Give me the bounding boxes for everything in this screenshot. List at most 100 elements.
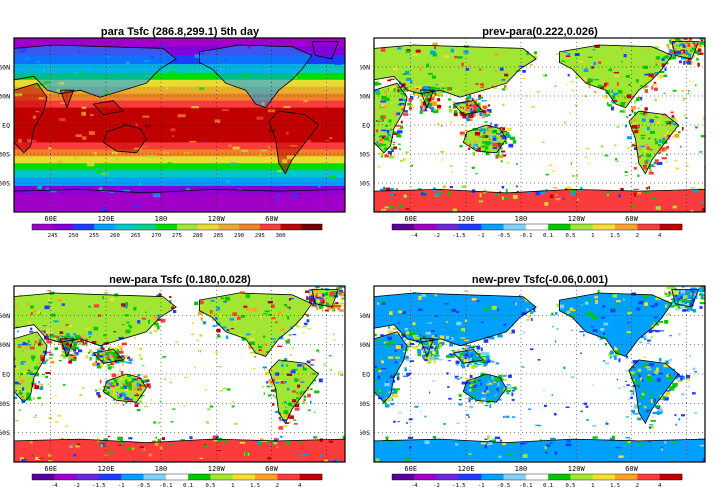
colorbar-swatch	[121, 474, 144, 480]
colorbar-swatch	[114, 224, 136, 230]
lon-tick-label: 60W	[265, 215, 278, 223]
colorbar-swatch	[156, 224, 178, 230]
colorbar-swatch	[232, 474, 256, 480]
lat-tick-label: 30N	[360, 341, 370, 349]
lon-tick-label: 60E	[44, 465, 57, 473]
panel-title: para Tsfc (286.8,299.1) 5th day	[100, 26, 260, 38]
colorbar-label: 0.1	[543, 483, 553, 489]
colorbar-label: 275	[172, 233, 182, 239]
colorbar-swatch	[392, 474, 415, 480]
colorbar-swatch	[637, 474, 660, 480]
colorbar-swatch	[414, 474, 437, 480]
colorbar-label: 300	[276, 233, 286, 239]
colorbar-label: -1	[478, 483, 485, 489]
colorbar-swatch	[54, 474, 77, 480]
colorbar-swatch	[255, 474, 278, 480]
colorbar-swatch	[436, 224, 460, 230]
colorbar-swatch	[218, 224, 240, 230]
colorbar-label: 250	[68, 233, 78, 239]
colorbar-swatch	[481, 474, 504, 480]
colorbar-swatch	[548, 224, 571, 230]
colorbar-swatch	[503, 224, 527, 230]
colorbar-swatch	[259, 224, 281, 230]
colorbar-swatch	[615, 474, 638, 480]
colorbar-label: -1.5	[452, 483, 465, 489]
lat-tick-label: 30S	[0, 400, 10, 408]
map-area	[374, 38, 705, 212]
map-panel-1: 60N 30N EQ 30S 60S 60E 120E 180 120W 60W 245 250 255…	[0, 37, 346, 239]
colorbar-label: -0.1	[519, 483, 532, 489]
colorbar-swatch	[659, 474, 683, 480]
colorbar-swatch	[210, 474, 234, 480]
lon-tick-label: 120E	[458, 215, 475, 223]
colorbar-label: 0.5	[565, 483, 575, 489]
lat-tick-label: 30S	[0, 151, 10, 159]
panel-title: new-para Tsfc (0.180,0.028)	[109, 274, 251, 286]
colorbar-swatch	[177, 224, 199, 230]
colorbar-label: 1	[591, 483, 594, 489]
panel-new-para: new-para Tsfc (0.180,0.028) 60N 30N EQ 30S 6…	[0, 250, 360, 500]
colorbar-swatch	[659, 224, 683, 230]
colorbar-label: 1.5	[610, 233, 620, 239]
lat-tick-label: 60N	[0, 312, 10, 320]
colorbar-label: 245	[48, 233, 58, 239]
colorbar-label: 1.5	[610, 483, 620, 489]
colorbar: -4 -2 -1.5 -1 -0.5 -0.1 0.1 0.5 1 1.5 2 4	[31, 473, 323, 489]
colorbar-swatch	[188, 474, 211, 480]
map-frame	[13, 37, 346, 213]
colorbar-swatch	[73, 224, 95, 230]
colorbar-label: -1.5	[92, 483, 105, 489]
colorbar-swatch	[503, 474, 527, 480]
colorbar-swatch	[143, 474, 167, 480]
grid	[14, 286, 345, 462]
colorbar-swatch	[436, 474, 460, 480]
colorbar-swatch	[301, 224, 323, 230]
panel-new-prev: new-prev Tsfc(-0.06,0.001) 60N 30N EQ 30S 60…	[360, 250, 720, 500]
colorbar-swatch	[615, 224, 638, 230]
colorbar-swatch	[481, 224, 504, 230]
colorbar-swatch	[277, 474, 300, 480]
colorbar-label: -2	[433, 233, 440, 239]
colorbar-swatch	[280, 224, 302, 230]
lon-tick-label: 120E	[98, 465, 115, 473]
map-frame	[373, 285, 706, 463]
colorbar-swatch	[392, 224, 415, 230]
colorbar-swatch	[76, 474, 100, 480]
colorbar-label: -1.5	[452, 233, 465, 239]
colorbar-label: 0.1	[543, 233, 553, 239]
lon-tick-label: 120E	[98, 215, 115, 223]
colorbar-label: 285	[213, 233, 223, 239]
lat-tick-label: EQ	[362, 122, 370, 130]
panel-prev-para: prev-para(0.222,0.026) 60N 30N EQ 30S 60S 60E…	[360, 0, 720, 245]
lon-tick-label: 60W	[625, 465, 638, 473]
panel-title: prev-para(0.222,0.026)	[482, 26, 598, 38]
colorbar-label: -4	[411, 483, 418, 489]
colorbar-swatch	[592, 474, 616, 480]
grid	[374, 286, 705, 462]
colorbar-swatch	[458, 474, 482, 480]
colorbar-swatch	[548, 474, 571, 480]
lon-tick-label: 60E	[404, 215, 417, 223]
colorbar-swatch	[637, 224, 660, 230]
lon-tick-label: 120E	[458, 465, 475, 473]
colorbar-label: 1	[591, 233, 594, 239]
lat-tick-label: 30N	[0, 92, 10, 100]
lat-tick-label: 30S	[360, 400, 370, 408]
lat-tick-label: 60S	[360, 429, 370, 437]
colorbar-label: 1	[231, 483, 234, 489]
colorbar-label: 2	[636, 233, 639, 239]
lon-tick-label: 60W	[625, 215, 638, 223]
colorbar: -4 -2 -1.5 -1 -0.5 -0.1 0.1 0.5 1 1.5 2 4	[391, 473, 683, 489]
lat-tick-label: 60S	[360, 179, 370, 187]
map-area	[14, 38, 345, 213]
colorbar-label: -2	[433, 483, 440, 489]
colorbar-label: 0.5	[205, 483, 215, 489]
lon-tick-label: 180	[155, 465, 168, 473]
lon-tick-label: 60E	[404, 465, 417, 473]
colorbar-swatch	[32, 224, 54, 230]
colorbar-label: -0.5	[497, 233, 510, 239]
colorbar-swatch	[98, 474, 122, 480]
map-frame	[373, 37, 706, 213]
